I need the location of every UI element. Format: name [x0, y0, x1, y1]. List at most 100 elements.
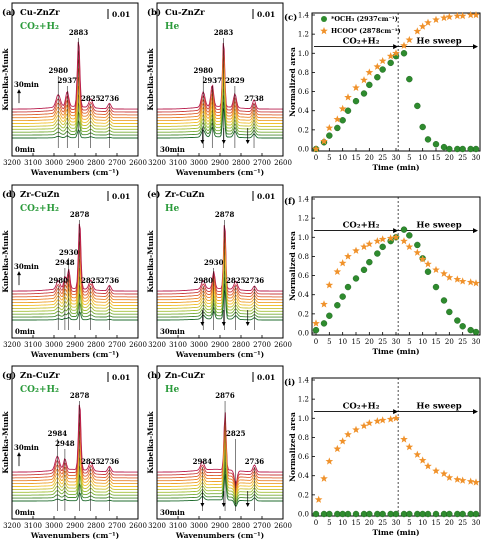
panel-letter: (b)	[147, 7, 161, 18]
hcoo-point	[440, 13, 448, 22]
hcoo-point	[405, 242, 414, 251]
peak-label: 2736	[100, 276, 120, 285]
spectrum-curve	[157, 455, 283, 501]
x-tick-label: 3000	[45, 159, 63, 167]
x-tick-label: 2600	[274, 522, 292, 530]
y-axis-label: Normalized area	[288, 412, 297, 482]
och3-point	[446, 145, 453, 153]
time-label-bottom: 30min	[160, 145, 185, 154]
hcoo-point	[458, 11, 467, 20]
peak-label: 2738	[244, 94, 264, 103]
x-tick-label: 2800	[87, 522, 105, 530]
och3-point	[360, 90, 368, 97]
x-axis-label: Wavenumbers (cm⁻¹)	[175, 350, 264, 359]
hcoo-point	[400, 41, 408, 49]
x-tick-label: 2600	[129, 159, 147, 167]
spectrum-curve	[157, 43, 283, 110]
phase-arrow-head	[393, 44, 399, 50]
peak-label: 2980	[193, 66, 213, 75]
x-tick-label: 2700	[108, 522, 126, 530]
och3-point	[406, 75, 413, 83]
x-tick-label: 3100	[169, 341, 187, 349]
spectrum-panel-a: 3200 3100 3000 2900 2800 2700 2600 Wavenumbers …	[1, 2, 147, 177]
decay-arrow-head	[221, 322, 226, 326]
x-axis-label: Time (min)	[372, 163, 419, 172]
phase-label-reaction: CO₂+H₂	[343, 221, 380, 231]
och3-point	[312, 510, 320, 518]
och3-point	[454, 317, 461, 324]
och3-point	[459, 145, 466, 153]
y-tick-label: 0.4	[298, 291, 310, 299]
spectrum-curve	[157, 82, 283, 127]
x-axis-label: Time (min)	[372, 528, 419, 537]
y-axis-label: Normalized area	[288, 47, 297, 117]
peak-label: 2878	[215, 210, 235, 219]
time-arrow-head	[17, 89, 21, 94]
peak-label: 2948	[55, 439, 75, 448]
hcoo-point	[418, 456, 427, 464]
x-tick-label: 15	[432, 338, 441, 346]
spectrum-curve	[12, 258, 138, 304]
spectrum-curve	[12, 457, 138, 490]
x-axis-label: Wavenumbers (cm⁻¹)	[30, 350, 119, 359]
scale-bar-label: 0.01	[112, 10, 130, 19]
x-tick-label: 30	[472, 338, 481, 346]
x-tick-label: 3200	[148, 159, 166, 167]
condition-label: He	[165, 385, 180, 395]
x-tick-label: 0	[314, 338, 318, 346]
och3-point	[459, 323, 466, 330]
time-label-bottom: 0min	[15, 327, 35, 336]
hcoo-point	[413, 248, 422, 256]
och3-point	[392, 510, 400, 518]
spectrum-curve	[12, 474, 138, 496]
hcoo-point	[453, 11, 462, 20]
x-axis-label: Wavenumbers (cm⁻¹)	[175, 168, 264, 177]
x-tick-label: 3100	[24, 341, 42, 349]
hcoo-point	[325, 457, 334, 465]
och3-point	[406, 510, 413, 518]
time-label-top: 30min	[14, 443, 39, 452]
scale-bar-label: 0.01	[112, 373, 130, 382]
x-tick-label: 2900	[211, 522, 229, 530]
och3-point	[320, 320, 328, 327]
x-tick-label: 3000	[45, 522, 63, 530]
och3-point	[424, 136, 432, 143]
x-tick-label: 2800	[87, 341, 105, 349]
spectrum-curve	[157, 75, 283, 124]
scale-bar-label: 0.01	[112, 192, 130, 201]
peak-label: 2825	[81, 457, 101, 466]
hcoo-point	[325, 281, 334, 289]
hcoo-point	[405, 443, 414, 451]
y-tick-label: 1.2	[298, 31, 309, 39]
x-tick-label: 5	[407, 338, 411, 346]
y-axis-label: Kubelka-Munk	[146, 411, 155, 474]
spectrum-curve	[157, 231, 283, 295]
och3-point	[326, 510, 333, 518]
spectrum-curve	[12, 311, 138, 321]
x-tick-label: 20	[365, 338, 374, 346]
y-tick-label: 0.2	[298, 126, 309, 134]
spectrum-curve	[12, 241, 138, 298]
spectrum-curve	[12, 120, 138, 136]
x-tick-label: 2600	[129, 341, 147, 349]
peak-label: 2984	[48, 429, 68, 438]
och3-point	[419, 123, 426, 131]
hcoo-point	[432, 466, 440, 475]
x-tick-label: 30	[392, 519, 401, 527]
hcoo-point	[458, 277, 467, 285]
spectrum-curve	[157, 437, 283, 495]
hcoo-point	[360, 242, 368, 251]
phase-arrow-head	[393, 228, 399, 234]
spectrum-curve	[157, 467, 283, 506]
peak-label: 2948	[55, 258, 75, 267]
hcoo-point	[333, 444, 342, 453]
och3-point	[352, 510, 360, 518]
x-tick-label: 3200	[3, 341, 21, 349]
spectrum-curve	[12, 85, 138, 124]
hcoo-point	[386, 415, 395, 423]
peak-label: 2980	[48, 276, 68, 285]
hcoo-point	[360, 421, 368, 430]
och3-point	[419, 510, 426, 518]
condition-label: CO₂+H₂	[20, 385, 59, 395]
